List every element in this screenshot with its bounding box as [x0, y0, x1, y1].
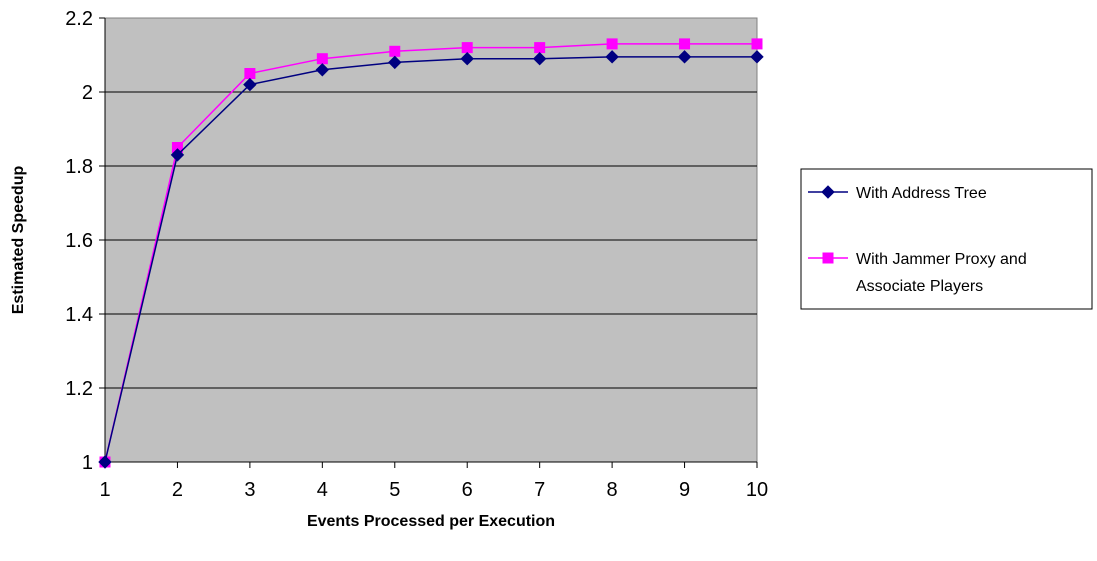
y-tick-label: 1.6 — [65, 230, 93, 252]
data-point — [750, 50, 764, 64]
x-tick-label: 8 — [607, 479, 618, 501]
data-point — [244, 68, 256, 79]
data-point — [751, 38, 763, 50]
legend-label: With Jammer Proxy and — [856, 251, 1027, 268]
legend-label: With Address Tree — [856, 185, 987, 202]
y-tick-label: 1.4 — [65, 304, 93, 326]
gridlines — [105, 91, 757, 389]
data-point — [243, 77, 257, 92]
x-tick-label: 10 — [746, 479, 768, 501]
series-layer — [98, 38, 764, 469]
y-axis-title: Estimated Speedup — [10, 166, 27, 315]
x-tick-label: 3 — [244, 479, 255, 501]
y-axis-ticks: 1 1.2 1.4 1.6 1.8 2 2.2 — [65, 8, 106, 474]
y-tick-label: 2 — [82, 82, 93, 104]
x-tick-label: 6 — [462, 479, 473, 501]
x-tick-label: 2 — [172, 479, 183, 501]
legend-marker — [822, 252, 834, 264]
data-point — [534, 42, 546, 54]
series-1 — [98, 50, 764, 469]
x-axis-ticks: 1 2 3 4 5 6 7 8 9 10 — [99, 461, 768, 501]
y-tick-label: 2.2 — [65, 8, 93, 30]
data-point — [98, 455, 112, 469]
legend: With Address Tree With Jammer Proxy and As… — [800, 168, 1093, 310]
legend-item-2: With Jammer Proxy and Associate Players — [808, 251, 1027, 295]
data-point — [460, 51, 474, 66]
legend-label: Associate Players — [856, 278, 983, 295]
series-line — [104, 56, 757, 463]
y-tick-label: 1.8 — [65, 156, 93, 178]
series-line — [104, 43, 757, 463]
y-tick-label: 1.2 — [65, 378, 93, 400]
data-point — [677, 50, 692, 64]
x-tick-label: 4 — [317, 479, 328, 501]
y-tick-label: 1 — [82, 452, 93, 474]
data-point — [389, 45, 401, 57]
x-axis-title: Events Processed per Execution — [307, 513, 555, 530]
data-point — [606, 38, 618, 50]
x-tick-label: 5 — [389, 479, 400, 501]
data-point — [388, 55, 402, 70]
legend-marker — [821, 185, 835, 199]
data-point — [316, 53, 328, 65]
data-point — [461, 42, 473, 54]
legend-box — [800, 168, 1093, 310]
x-tick-label: 9 — [679, 479, 690, 501]
x-tick-label: 7 — [534, 479, 545, 501]
data-point — [170, 148, 185, 162]
data-point — [605, 50, 619, 64]
data-point — [315, 63, 330, 77]
data-point — [532, 51, 547, 66]
data-point — [679, 38, 691, 50]
x-tick-label: 1 — [99, 479, 110, 501]
legend-item-1: With Address Tree — [808, 185, 987, 202]
